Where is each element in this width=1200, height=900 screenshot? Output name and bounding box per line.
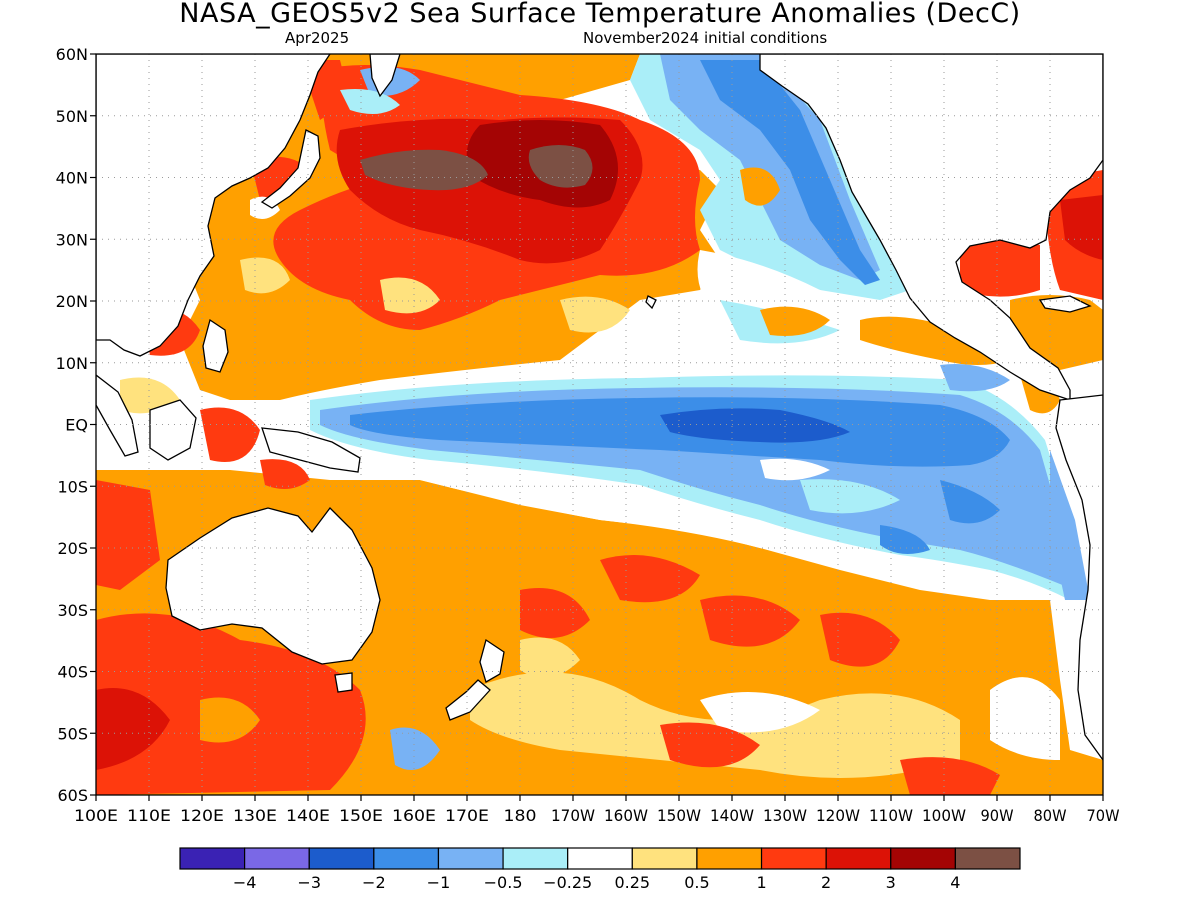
lon-label: 70W	[1087, 806, 1120, 825]
land-new-guinea	[261, 427, 361, 473]
colorbar-label: 3	[886, 873, 896, 892]
extreme-anomaly-north-pacific-east	[528, 145, 593, 188]
lat-label: 30S	[57, 601, 88, 620]
land-south-america	[1055, 394, 1103, 762]
colorbar-swatch	[373, 847, 440, 870]
land-australia	[165, 507, 381, 665]
lat-label: 10S	[57, 477, 88, 496]
lon-label: 150W	[657, 806, 701, 825]
lon-label: 80W	[1034, 806, 1067, 825]
lon-label: 170W	[551, 806, 595, 825]
lat-label: 40S	[57, 663, 88, 682]
colorbar-label: 0.5	[684, 873, 709, 892]
colorbar-swatch	[437, 847, 504, 870]
land-masses	[96, 54, 1103, 762]
colorbar-swatch	[244, 847, 310, 870]
land-asia	[96, 54, 331, 357]
lon-label: 90W	[981, 806, 1014, 825]
colorbar-swatch	[890, 847, 956, 870]
axis-ticks	[90, 53, 1104, 801]
land-hawaii	[645, 295, 657, 310]
lon-label: 130E	[233, 806, 277, 825]
lon-label: 120W	[816, 806, 860, 825]
land-philippines	[202, 318, 229, 373]
land-new-zealand-south	[445, 679, 491, 721]
extreme-anomaly-north-pacific-west	[360, 149, 488, 191]
colorbar-swatch	[825, 847, 892, 870]
lat-label: 10N	[56, 354, 88, 373]
colorbar-label: 0.25	[614, 873, 650, 892]
colorbar-swatch	[954, 847, 1021, 870]
lon-label: 180	[504, 806, 537, 825]
colorbar-label: −0.5	[484, 873, 523, 892]
colorbar-swatch	[567, 847, 633, 870]
colorbar-swatch	[631, 847, 698, 870]
colorbar-label: −2	[362, 873, 386, 892]
land-borneo	[149, 399, 197, 461]
lon-label: 120E	[180, 806, 224, 825]
lat-label: 60N	[56, 45, 88, 64]
lat-label: 30N	[56, 230, 88, 249]
colorbar-swatch	[502, 847, 569, 870]
longitude-labels: 100E 110E 120E 130E 140E 150E 160E 170E 180 170W 1…	[74, 806, 1120, 825]
lon-label: 130W	[763, 806, 807, 825]
lat-label: 20S	[57, 539, 88, 558]
colorbar	[179, 847, 1021, 870]
lon-label: 160E	[392, 806, 436, 825]
lon-label: 170E	[445, 806, 489, 825]
colorbar-swatch	[179, 847, 246, 870]
colorbar-swatch	[696, 847, 763, 870]
lon-label: 100E	[74, 806, 118, 825]
colorbar-label: 1	[756, 873, 766, 892]
colorbar-label: 2	[821, 873, 831, 892]
lat-label: 50N	[56, 107, 88, 126]
colorbar-label: −3	[297, 873, 321, 892]
lon-label: 110E	[127, 806, 171, 825]
forecast-month: Apr2025	[285, 29, 350, 47]
colorbar-label: −0.25	[543, 873, 592, 892]
colorbar-swatch	[308, 847, 375, 870]
anomaly-field	[96, 54, 1103, 795]
lat-label: EQ	[65, 416, 88, 435]
land-tasmania	[334, 672, 353, 693]
initial-conditions: November2024 initial conditions	[583, 29, 828, 47]
lon-label: 150E	[339, 806, 383, 825]
land-north-america	[759, 54, 1103, 401]
lon-label: 110W	[869, 806, 913, 825]
colorbar-label: −4	[233, 873, 257, 892]
lat-label: 40N	[56, 169, 88, 188]
latitude-labels: 60N 50N 40N 30N 20N 10N EQ 10S 20S 30S 40S 50S 60S	[56, 45, 88, 805]
land-cuba	[1038, 295, 1092, 313]
lat-label: 60S	[57, 786, 88, 805]
lat-label: 50S	[57, 724, 88, 743]
lon-label: 140W	[710, 806, 754, 825]
lon-label: 140E	[286, 806, 330, 825]
colorbar-labels: −4 −3 −2 −1 −0.5 −0.25 0.25 0.5 1 2 3 4	[233, 873, 961, 892]
land-sumatra	[96, 374, 139, 457]
land-kamchatka	[369, 54, 401, 98]
map-title: NASA_GEOS5v2 Sea Surface Temperature Ano…	[179, 0, 1021, 29]
colorbar-label: −1	[427, 873, 451, 892]
lat-label: 20N	[56, 292, 88, 311]
colorbar-label: 4	[950, 873, 960, 892]
lon-label: 100W	[922, 806, 966, 825]
warm-anomaly-gulf-of-mexico	[960, 240, 1040, 297]
lon-label: 160W	[604, 806, 648, 825]
colorbar-swatch	[760, 847, 827, 870]
